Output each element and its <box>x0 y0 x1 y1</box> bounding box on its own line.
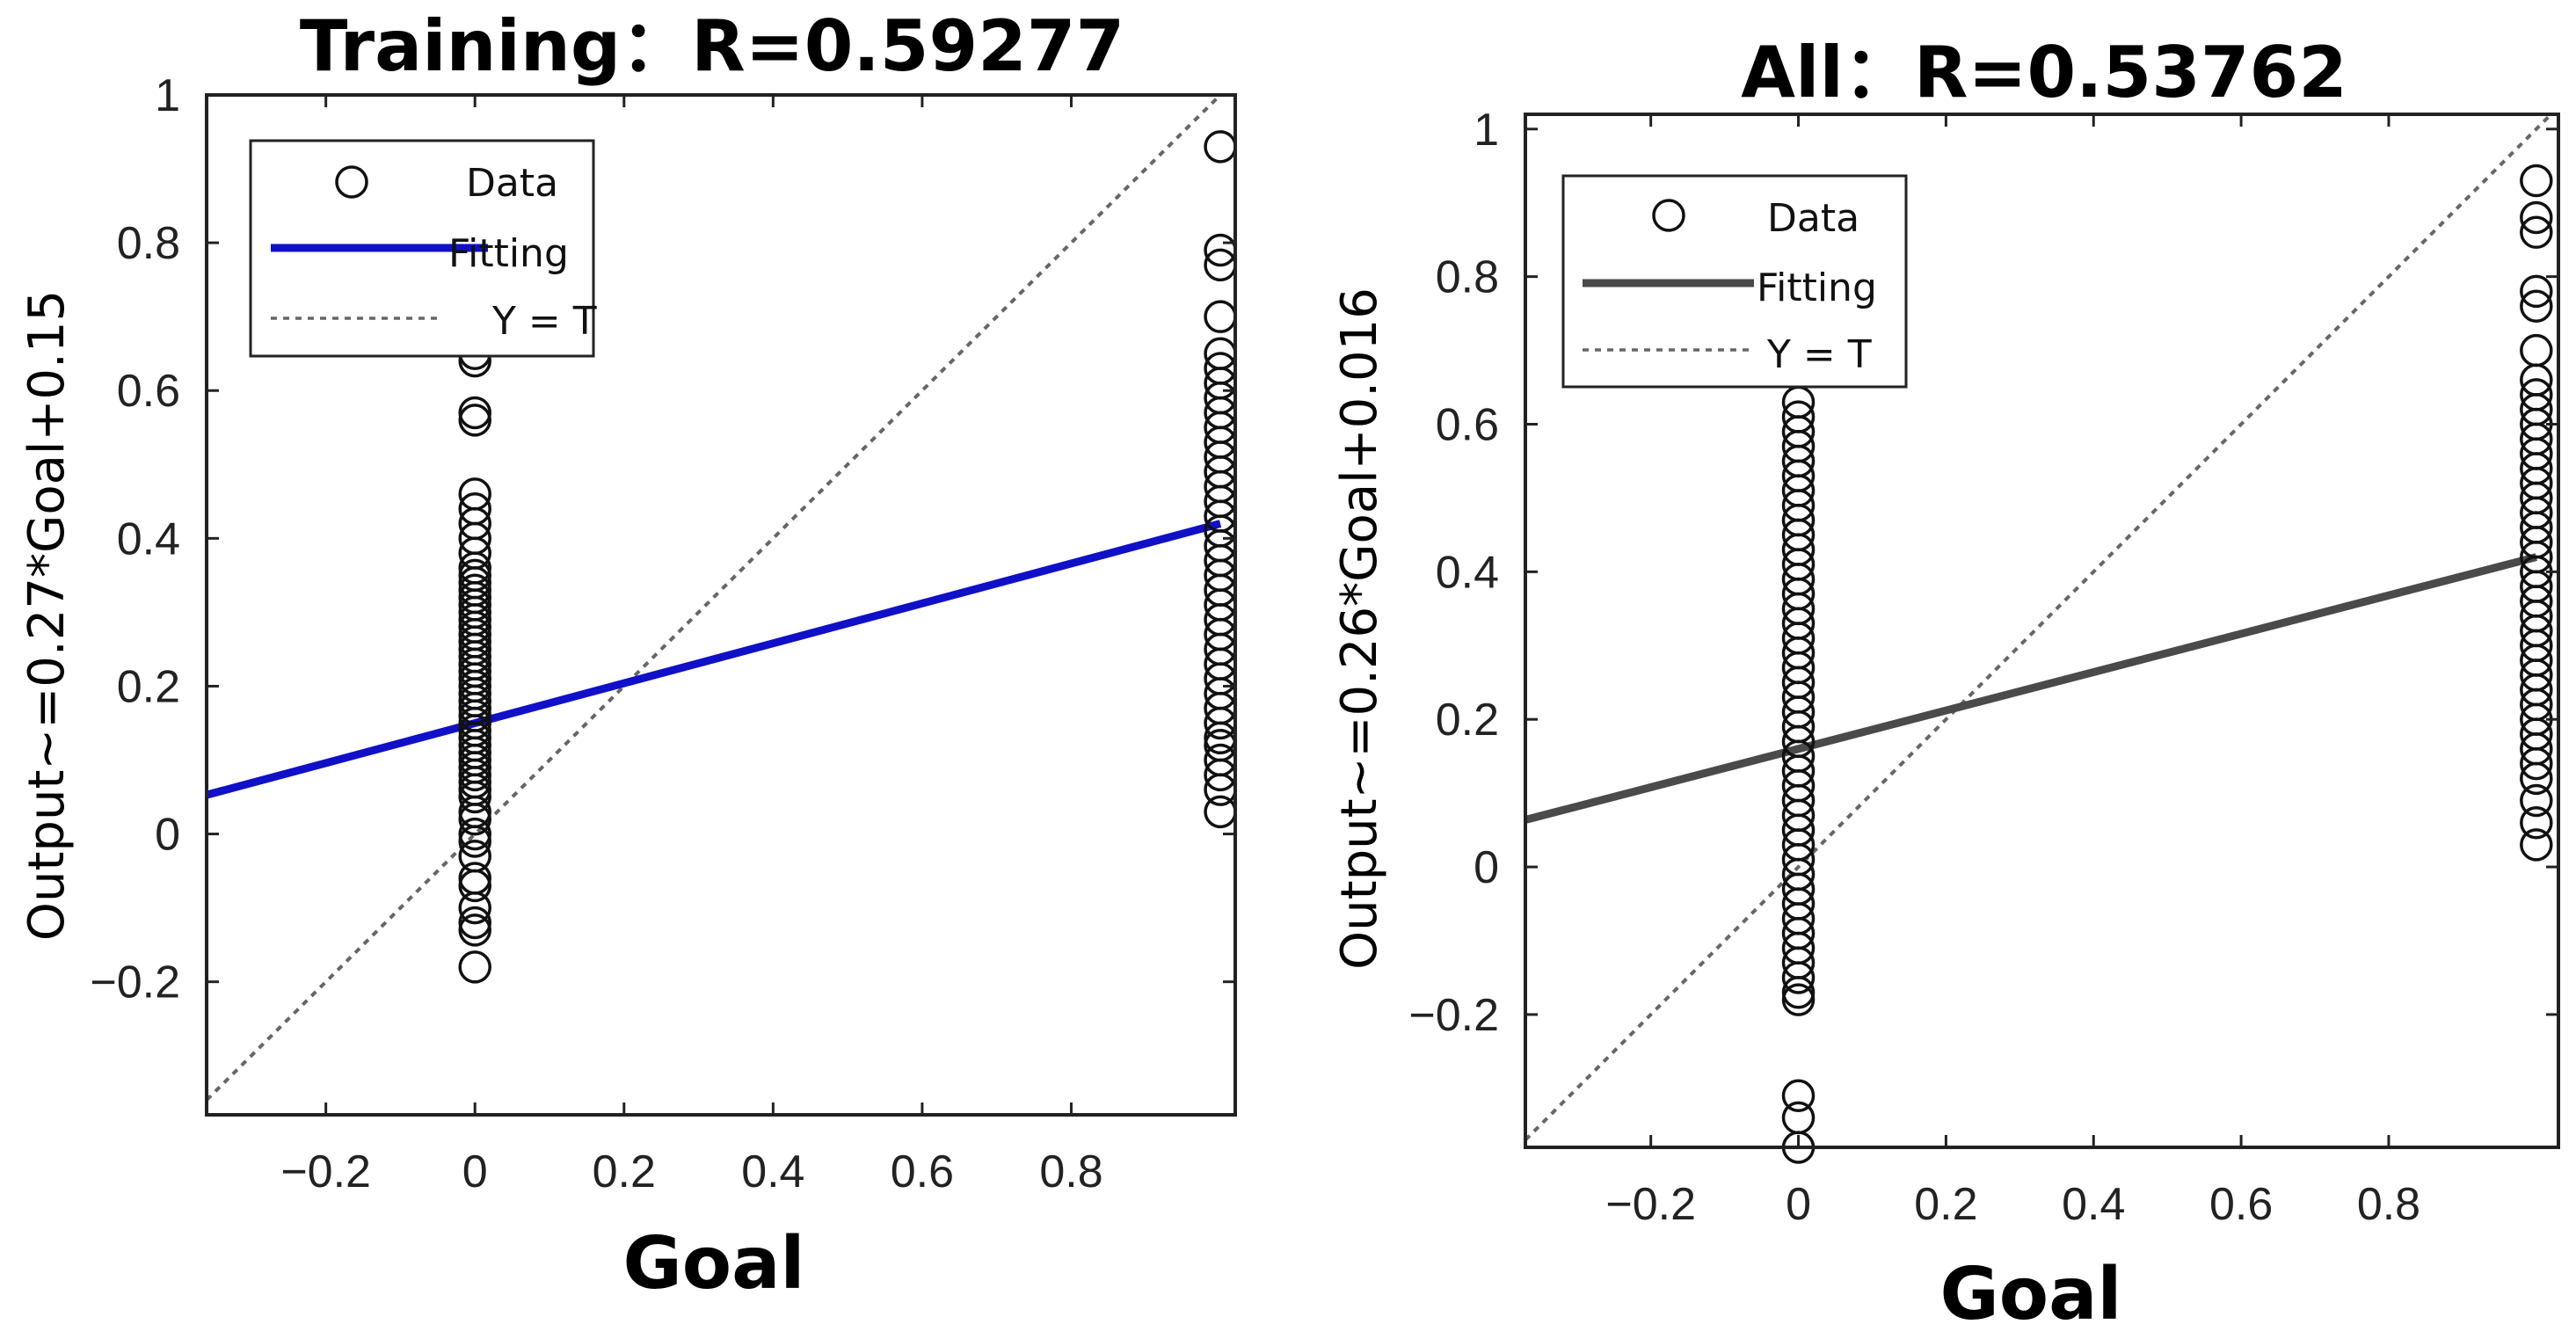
x-tick-label: 0.4 <box>2062 1179 2125 1230</box>
data-point <box>458 840 491 873</box>
x-ticks-group: −0.2 0 0.2 0.4 0.6 0.8 <box>280 95 1103 1197</box>
data-point <box>458 404 491 437</box>
fit-line <box>1525 553 2537 824</box>
data-point <box>2520 200 2553 235</box>
y-tick-label: 0.6 <box>1436 400 1499 451</box>
legend-ideal-label: Y = T <box>491 299 597 344</box>
y-tick-label: 0.2 <box>117 661 180 712</box>
y-ticks-group: −0.2 0 0.2 0.4 0.6 0.8 1 <box>1408 105 2558 1041</box>
y-ticks-group: −0.2 0 0.2 0.4 0.6 0.8 1 <box>90 70 1235 1008</box>
x-tick-label: −0.2 <box>1605 1179 1696 1230</box>
y-axis-label: Output~=0.26*Goal+0.016 <box>1331 287 1388 970</box>
data-point <box>2520 783 2553 818</box>
x-tick-label: 0 <box>1786 1179 1811 1230</box>
data-point <box>458 817 491 851</box>
data-point <box>1781 1101 1816 1135</box>
x-tick-label: 0 <box>462 1146 488 1197</box>
data-point <box>2520 828 2553 862</box>
y-tick-label: 0.8 <box>117 218 180 269</box>
chart-title: Training：R=0.59277 <box>300 5 1124 87</box>
panel-training: Training：R=0.59277 Output~=0.27*Goal+0.1… <box>18 5 1237 1306</box>
data-point <box>458 477 491 511</box>
data-point <box>2520 333 2553 367</box>
y-tick-label: 0.2 <box>1436 695 1499 746</box>
x-tick-label: 0.6 <box>2209 1179 2273 1230</box>
fit-line <box>207 520 1222 799</box>
data-point <box>458 906 491 940</box>
data-point <box>458 491 491 526</box>
x-tick-label: 0.8 <box>1039 1146 1102 1197</box>
legend-fit-label: Fitting <box>448 231 569 276</box>
legend-data-marker <box>335 165 368 199</box>
x-tick-label: 0.4 <box>741 1146 804 1197</box>
legend-data-marker <box>1652 199 1685 232</box>
data-point <box>2520 805 2553 840</box>
legend-data-label: Data <box>466 161 558 206</box>
data-point <box>458 862 491 895</box>
data-point <box>458 950 491 984</box>
panel-all: All：R=0.53762 Output~=0.26*Goal+0.016 Go… <box>1331 32 2560 1336</box>
plot-frame <box>1524 113 2560 1149</box>
y-tick-label: 1 <box>1474 105 1499 156</box>
ideal-line-group <box>207 95 1223 1102</box>
data-point <box>2520 164 2553 198</box>
y-tick-label: 0.8 <box>1436 252 1499 303</box>
data-point <box>458 558 491 593</box>
ideal-line-group <box>1525 114 2554 1142</box>
data-point <box>458 396 491 430</box>
x-ticks-group: −0.2 0 0.2 0.4 0.6 0.8 <box>1605 114 2420 1230</box>
plot-area: −0.2 0 0.2 0.4 0.6 0.8 −0.2 0 0.2 0.4 0.6 0.8 1 <box>90 70 1237 1197</box>
x-tick-label: 0.2 <box>1914 1179 1977 1230</box>
plot-frame <box>205 93 1237 1117</box>
x-tick-label: −0.2 <box>280 1146 371 1197</box>
data-point <box>1781 1079 1816 1112</box>
ideal-line <box>1525 114 2554 1142</box>
x-tick-label: 0.2 <box>593 1146 656 1197</box>
x-axis-label: Goal <box>1939 1253 2121 1336</box>
data-point <box>1204 130 1237 164</box>
data-point <box>2520 274 2553 309</box>
legend-fit-label: Fitting <box>1757 266 1877 310</box>
legend: Data Fitting Y = T <box>249 139 597 358</box>
data-point <box>2520 289 2553 323</box>
data-point <box>2520 378 2553 411</box>
data-point <box>1781 983 1816 1016</box>
y-tick-label: 0.6 <box>117 366 180 417</box>
y-tick-label: 0.4 <box>117 513 180 564</box>
y-tick-label: 0.4 <box>1436 547 1499 598</box>
x-tick-label: 0.6 <box>891 1146 954 1197</box>
x-axis-label: Goal <box>622 1222 804 1306</box>
data-point <box>1781 400 1816 433</box>
y-tick-label: 0 <box>155 810 180 861</box>
y-tick-label: 1 <box>155 70 180 121</box>
fit-line-group <box>207 520 1222 799</box>
data-point <box>458 913 491 947</box>
data-point <box>1204 300 1237 333</box>
y-axis-label: Output~=0.27*Goal+0.15 <box>18 290 76 941</box>
chart-title: All：R=0.53762 <box>1741 32 2347 113</box>
fit-line-group <box>1525 553 2537 824</box>
legend: Data Fitting Y = T <box>1561 174 1908 389</box>
y-tick-label: 0 <box>1474 842 1499 893</box>
y-tick-label: −0.2 <box>90 957 180 1008</box>
legend-ideal-label: Y = T <box>1766 332 1872 377</box>
data-point <box>2520 215 2553 250</box>
data-point <box>458 869 491 903</box>
y-tick-label: −0.2 <box>1408 990 1499 1041</box>
data-point <box>458 573 491 607</box>
ideal-line <box>207 95 1223 1102</box>
legend-data-label: Data <box>1767 196 1859 241</box>
x-tick-label: 0.8 <box>2357 1179 2420 1230</box>
